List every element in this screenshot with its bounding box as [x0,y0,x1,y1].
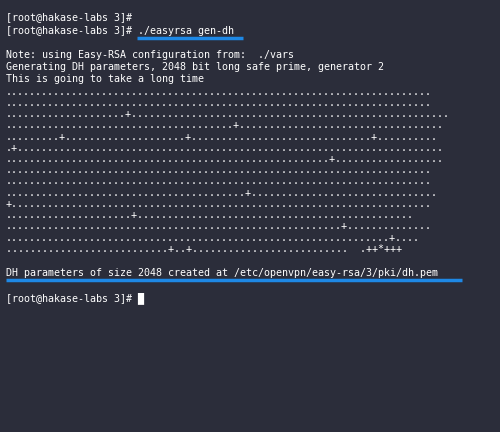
Text: .....................+..............................................: .....................+..................… [6,210,414,220]
Text: [root@hakase-labs 3]#: [root@hakase-labs 3]# [6,12,132,22]
Text: [root@hakase-labs 3]# ./easyrsa gen-dh: [root@hakase-labs 3]# ./easyrsa gen-dh [6,26,234,36]
Text: ........................................+...............................: ........................................… [6,187,438,198]
Text: .......................................................................: ........................................… [6,176,432,187]
Text: .......................................................................: ........................................… [6,86,432,97]
Text: .........+....................+..............................+..........: .........+....................+.........… [6,131,438,142]
Text: +......................................................................: +.......................................… [6,199,432,209]
Text: DH parameters of size 2048 created at /etc/openvpn/easy-rsa/3/pki/dh.pem: DH parameters of size 2048 created at /e… [6,268,438,278]
Text: .......................................................................: ........................................… [6,165,432,175]
Text: ........................................................+..............: ........................................… [6,221,432,232]
Text: Note: using Easy-RSA configuration from:  ./vars: Note: using Easy-RSA configuration from:… [6,50,294,60]
Text: ...........................+..+..........................  .++*+++: ...........................+..+.........… [6,244,402,254]
Text: [root@hakase-labs 3]# █: [root@hakase-labs 3]# █ [6,292,144,304]
Text: ......................................+..................................: ......................................+.… [6,120,444,130]
Text: This is going to take a long time: This is going to take a long time [6,74,204,85]
Text: ....................+.....................................................: ....................+...................… [6,109,450,119]
Text: Generating DH parameters, 2048 bit long safe prime, generator 2: Generating DH parameters, 2048 bit long … [6,62,384,73]
Text: ................................................................+....: ........................................… [6,232,420,243]
Text: .+.......................................................................: .+......................................… [6,143,444,153]
Text: ......................................................+..................: ........................................… [6,154,444,164]
Text: .......................................................................: ........................................… [6,98,432,108]
